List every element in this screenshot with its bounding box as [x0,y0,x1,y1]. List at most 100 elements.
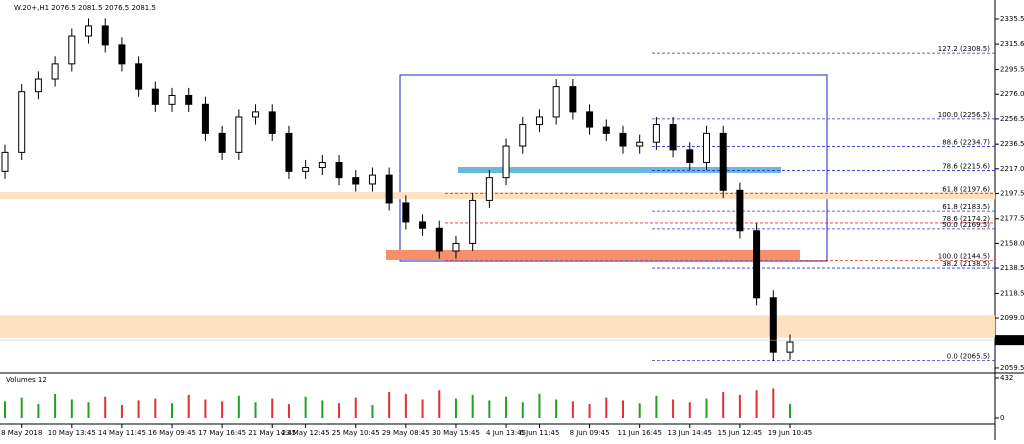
volume-title: Volumes 12 [6,376,47,384]
candle-body [786,341,794,353]
candle-body [135,63,143,90]
volume-bar [772,388,775,418]
volume-bar [321,400,324,418]
x-tick-label: 13 Jun 14:45 [668,429,712,437]
candle-body [419,221,427,229]
candle-body [552,86,560,118]
volume-bar [672,399,675,418]
fib-label: 78.6 (2215.6) [942,163,990,171]
candle-body [652,124,660,143]
volume-bar [54,393,57,418]
y-tick-label: 2099.0 [1000,314,1024,322]
y-tick-label: 2059.5 [1000,364,1024,372]
x-tick-label: 8 May 2018 [1,429,42,437]
volume-bar [421,399,424,418]
current-price-label: 2081.5 [998,336,1023,344]
volume-bar [20,397,23,418]
candle-body [335,161,343,179]
candle-body [252,111,260,118]
candle-body [569,86,577,113]
candle-body [352,177,360,185]
volume-bar [538,393,541,418]
candle-body [535,116,543,126]
candle-body [586,111,594,128]
volume-bar [588,404,591,418]
candle-body [636,141,644,147]
candle-body [51,63,59,80]
current-price-box [995,335,1024,346]
x-tick-label: 29 May 08:45 [382,429,430,437]
volume-bar [271,398,274,418]
x-tick-label: 10 May 13:45 [48,429,96,437]
supply-zone [458,167,781,173]
volume-bar [638,403,641,418]
volume-bar [571,401,574,418]
x-tick-label: 23 May 12:45 [282,429,330,437]
volume-bar [705,398,708,418]
volume-bar [87,402,90,418]
candle-body [85,25,93,37]
x-tick-label: 30 May 15:45 [432,429,480,437]
volume-bar [621,400,624,418]
volume-bar [204,399,207,418]
volume-bar [789,404,791,418]
x-tick-label: 21 May 14:45 [248,429,296,437]
fib-label: 38.2 (2138.5) [942,260,990,268]
y-tick-label: 2217.0 [1000,165,1024,173]
y-tick-label: 2138.5 [1000,264,1024,272]
candle-body [302,167,310,172]
candle-body [1,151,9,172]
y-tick-label: 2118.5 [1000,289,1024,297]
fib-label: 100.0 (2256.5) [938,111,990,119]
fib-label: 0.0 (2065.5) [947,352,991,360]
volume-bar [354,397,357,418]
y-tick-label: 2236.5 [1000,140,1024,148]
candle-body [34,78,42,93]
x-tick-label: 17 May 16:45 [198,429,246,437]
volume-bar [4,401,6,418]
y-tick-label: 2315.6 [1000,40,1024,48]
volume-bar [738,394,741,418]
selection-box [399,74,828,262]
y-tick-label: 2197.5 [1000,189,1024,197]
candle-body [686,149,694,163]
chart-title: W.20+,H1 2076.5 2081.5 2076.5 2081.5 [14,4,156,12]
x-tick-label: 19 Jun 10:45 [768,429,812,437]
x-tick-label: 16 May 09:45 [148,429,196,437]
candle-body [68,35,76,65]
y-tick-label: 2276.0 [1000,90,1024,98]
fib-label: 100.0 (2144.5) [938,252,990,260]
demand-zone [386,250,800,260]
volume-bar [404,393,407,418]
volume-bar [221,401,224,418]
volume-bar [338,403,341,418]
candle-body [268,111,276,134]
y-tick-label: 2158.0 [1000,239,1024,247]
candle-body [318,161,326,169]
y-tick-label: 2256.5 [1000,115,1024,123]
x-tick-label: 8 Jun 09:45 [570,429,610,437]
candle-body [452,242,460,252]
fib-label: 61.8 (2183.5) [942,203,990,211]
x-tick-label: 11 Jun 16:45 [617,429,661,437]
volume-bar [70,399,73,418]
x-tick-label: 25 May 10:45 [332,429,380,437]
volume-tick-label: 432 [1000,374,1013,382]
zone [0,315,995,338]
volume-bar [371,405,374,418]
fib-label: 78.6 (2174.2) [942,215,990,223]
candle-body [769,297,777,353]
candle-body [168,94,176,105]
volume-bar [304,396,307,418]
volume-bar [488,400,491,418]
candle-body [201,103,209,134]
candle-body [18,91,26,153]
candle-body [602,126,610,134]
volume-bar [454,398,457,418]
y-tick-label: 2177.5 [1000,215,1024,223]
candle-body [719,132,727,191]
candle-body [502,145,510,179]
volume-bar [137,400,140,418]
y-tick-label: 2295.5 [1000,66,1024,74]
